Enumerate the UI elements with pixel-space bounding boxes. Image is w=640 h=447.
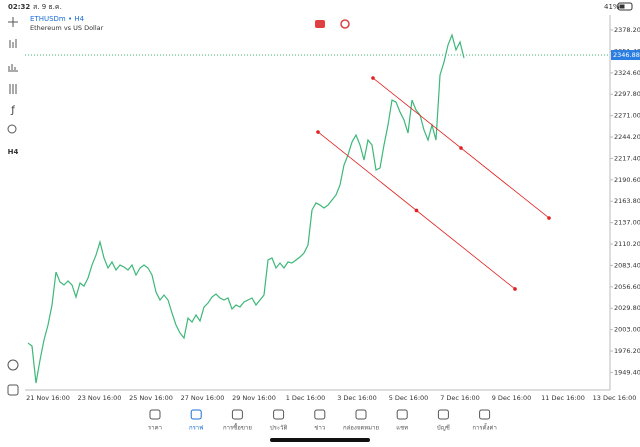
tab-label[interactable]: กล่องจดหมาย <box>343 425 379 432</box>
x-tick-label: 5 Dec 16:00 <box>389 394 429 402</box>
y-tick-label: 2029.80 <box>614 304 640 312</box>
x-tick-label: 27 Nov 16:00 <box>181 394 225 402</box>
tab-icon <box>190 409 202 420</box>
zoom-tool[interactable] <box>7 359 19 371</box>
trend-anchor <box>459 146 463 150</box>
battery-level <box>619 4 625 9</box>
x-tick-label: 25 Nov 16:00 <box>129 394 173 402</box>
tab-label[interactable]: การซื้อขาย <box>223 422 252 432</box>
tab-label[interactable]: ราคา <box>148 425 162 432</box>
last-price-label: 2346.88 <box>613 51 640 59</box>
status-time: 02:32 <box>8 3 30 11</box>
trend-anchor <box>513 287 517 291</box>
status-date: ส. 9 ธ.ค. <box>33 3 62 11</box>
x-tick-label: 21 Nov 16:00 <box>26 394 70 402</box>
app-tool[interactable] <box>7 384 19 396</box>
x-tick-label: 11 Dec 16:00 <box>541 394 585 402</box>
plot: 2378.202351.402324.602297.802271.002244.… <box>25 26 640 402</box>
y-tick-label: 1949.40 <box>614 368 640 376</box>
tab-label[interactable]: แชท <box>396 425 408 432</box>
y-tick-label: 2137.00 <box>614 219 640 227</box>
tab-icon <box>314 409 326 420</box>
timeframe-tool[interactable]: H4 <box>8 148 19 156</box>
x-tick-label: 23 Nov 16:00 <box>78 394 122 402</box>
last-price-box <box>611 50 640 61</box>
y-tick-label: 2083.40 <box>614 261 640 269</box>
indicators-tool[interactable] <box>9 84 17 94</box>
trend-anchor <box>547 216 551 220</box>
trend-anchor <box>371 76 375 80</box>
tab-label[interactable]: กราฟ <box>189 425 203 432</box>
y-tick-label: 2003.00 <box>614 326 640 334</box>
battery-icon <box>617 2 633 11</box>
battery-text: 41% <box>604 3 620 11</box>
tab-label[interactable]: ข่าว <box>314 425 325 432</box>
x-tick-label: 3 Dec 16:00 <box>337 394 377 402</box>
tab-icon <box>396 409 408 420</box>
chart-type-tool[interactable] <box>9 39 17 48</box>
tab-icon <box>149 409 161 420</box>
tab-bar: ราคา กราฟ การซื้อขาย ประวัติ ข่าว กล่องจดหมาย… <box>148 409 497 432</box>
trend-anchor <box>414 208 419 213</box>
trend-anchor <box>316 130 320 134</box>
y-tick-label: 2297.80 <box>614 90 640 98</box>
y-tick-label: 2271.00 <box>614 112 640 120</box>
y-tick-label: 2110.20 <box>614 240 640 248</box>
y-tick-label: 2190.60 <box>614 176 640 184</box>
y-tick-label: 2324.60 <box>614 69 640 77</box>
y-tick-label: 2217.40 <box>614 154 640 162</box>
volume-tool[interactable] <box>8 64 18 72</box>
y-tick-label: 2244.20 <box>614 133 640 141</box>
symbol: ETHUSDm • H4 <box>30 15 85 23</box>
tab-icon <box>273 409 285 420</box>
price-line <box>27 33 465 384</box>
x-tick-label: 1 Dec 16:00 <box>286 394 326 402</box>
tab-label[interactable]: บัญชี <box>437 424 450 432</box>
tab-icon <box>231 409 243 420</box>
y-tick-label: 2378.20 <box>614 26 640 34</box>
x-tick-label: 9 Dec 16:00 <box>492 394 532 402</box>
home-indicator <box>270 438 370 442</box>
y-tick-label: 1976.20 <box>614 347 640 355</box>
tab-label[interactable]: การตั้งค่า <box>472 422 496 432</box>
objects-tool[interactable] <box>7 124 17 134</box>
x-tick-label: 7 Dec 16:00 <box>440 394 480 402</box>
one-click-button[interactable] <box>340 19 350 29</box>
x-tick-label: 13 Dec 16:00 <box>593 394 637 402</box>
function-tool[interactable]: ƒ <box>10 105 15 116</box>
buy-sell-button[interactable] <box>315 20 325 28</box>
tab-icon <box>355 409 367 420</box>
x-tick-label: 29 Nov 16:00 <box>232 394 276 402</box>
left-toolbar <box>7 17 19 396</box>
tab-label[interactable]: ประวัติ <box>270 425 288 432</box>
tab-icon <box>479 409 491 420</box>
crosshair-tool[interactable] <box>8 17 18 27</box>
tab-icon <box>437 409 449 420</box>
y-tick-label: 2163.80 <box>614 197 640 205</box>
y-tick-label: 2056.60 <box>614 283 640 291</box>
symbol-description: Ethereum vs US Dollar <box>30 24 104 32</box>
